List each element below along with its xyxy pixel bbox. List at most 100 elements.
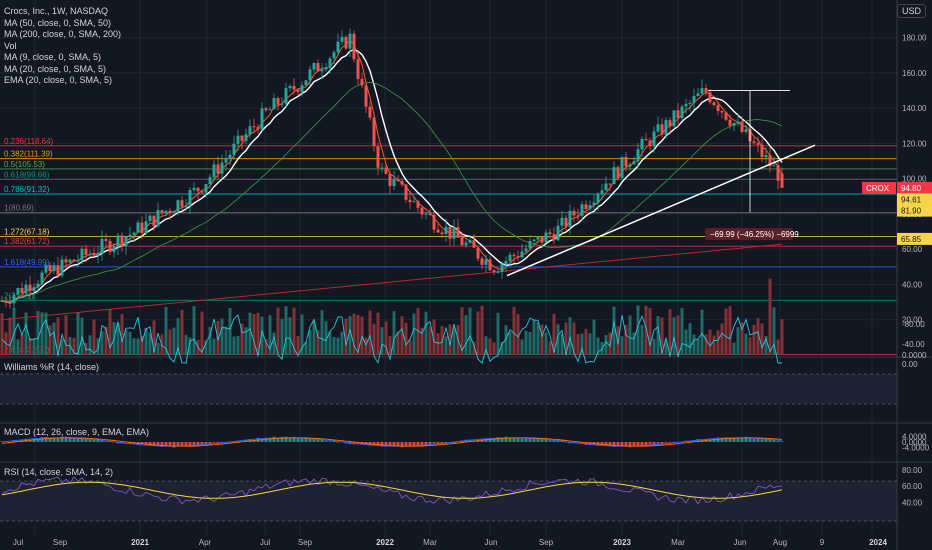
- candle-body-116: [464, 242, 468, 246]
- macd-hist-53: [212, 442, 216, 443]
- candle-body-150: [600, 190, 604, 195]
- volume-bar-186: [744, 333, 748, 355]
- volume-bar-141: [564, 322, 568, 355]
- candle-body-141: [564, 217, 568, 227]
- macd-hist-74: [296, 438, 300, 442]
- volume-bar-154: [616, 326, 620, 355]
- volume-bar-168: [672, 317, 676, 355]
- macd-hist-11: [44, 436, 48, 442]
- williams-pane-title[interactable]: Williams %R (14, close): [4, 362, 100, 372]
- candle-body-4: [16, 288, 20, 295]
- legend-ma9[interactable]: MA (9, close, 0, SMA, 5): [4, 52, 102, 62]
- volume-bar-106: [424, 311, 428, 355]
- macd-tick-1: 0.0000: [902, 438, 927, 447]
- candle-body-181: [724, 112, 728, 120]
- volume-bar-68: [272, 332, 276, 355]
- candle-body-127: [508, 254, 512, 261]
- macd-hist-41: [164, 442, 168, 447]
- candle-body-62: [248, 126, 252, 135]
- volume-bar-60: [240, 323, 244, 355]
- rsi-pane-title[interactable]: RSI (14, close, SMA, 14, 2): [4, 467, 114, 477]
- volume-bar-182: [728, 306, 732, 355]
- volume-bar-61: [244, 327, 248, 355]
- drawing-tools[interactable]: −69.99 (−46.25%) −6999: [506, 90, 816, 277]
- macd-hist-52: [208, 442, 212, 445]
- macd-hist-185: [740, 438, 744, 442]
- macd-pane-title[interactable]: MACD (12, 26, close, 9, EMA, EMA): [4, 427, 150, 437]
- macd-hist-23: [92, 439, 96, 442]
- legend-ema20[interactable]: EMA (20, close, 0, SMA, 5): [4, 75, 113, 85]
- macd-hist-157: [628, 442, 632, 448]
- macd-hist-44: [176, 442, 180, 447]
- volume-bar-121: [484, 336, 488, 355]
- candle-body-161: [644, 138, 648, 141]
- candle-body-120: [480, 258, 484, 265]
- legend-vol[interactable]: Vol: [4, 40, 17, 51]
- trendline: [506, 144, 816, 277]
- time-axis[interactable]: Jul Sep 2021 Apr Jul Sep 2022 Mar Jun Sep 2023 Mar J…: [13, 538, 888, 547]
- macd-hist-123: [492, 438, 496, 442]
- macd-hist-69: [276, 437, 280, 442]
- time-tick-1: Sep: [53, 538, 68, 547]
- volume-bar-6: [24, 312, 28, 355]
- macd-hist-65: [260, 439, 264, 442]
- candle-body-88: [352, 33, 356, 60]
- volume-bar-105: [420, 327, 424, 355]
- volume-bar-116: [464, 315, 468, 355]
- candle-body-66: [264, 108, 268, 111]
- volume-bar-27: [108, 308, 112, 355]
- candle-body-160: [640, 138, 644, 150]
- volume-bar-187: [748, 337, 752, 355]
- macd-hist-104: [416, 442, 420, 447]
- macd-hist-122: [488, 439, 492, 442]
- candle-body-0: [0, 300, 4, 302]
- volume-bar-160: [640, 324, 644, 355]
- price-axis[interactable]: 180.00 160.00 140.00 120.00 100.00 80.00 60.00…: [896, 0, 930, 550]
- volume-bar-34: [136, 338, 140, 355]
- williams-tick-0: 0.00: [902, 360, 918, 369]
- candle-body-6: [24, 284, 28, 293]
- time-tick-8: Jun: [485, 538, 498, 547]
- volume-bar-87: [348, 316, 352, 355]
- symbol-title[interactable]: Crocs, Inc., 1W, NASDAQ: [4, 6, 109, 16]
- volume-bar-94: [376, 312, 380, 355]
- volume-bar-118: [472, 341, 476, 355]
- candle-body-167: [668, 120, 672, 127]
- legend-ma20[interactable]: MA (20, close, 0, SMA, 5): [4, 63, 107, 74]
- macd-signal: [1, 437, 783, 447]
- candle-body-138: [552, 234, 556, 241]
- candle-body-176: [704, 88, 708, 93]
- macd-hist-182: [728, 437, 732, 442]
- volume-bar-120: [480, 305, 484, 355]
- volume-bar-80: [320, 310, 324, 355]
- candle-body-92: [368, 106, 372, 118]
- macd-hist-132: [528, 438, 532, 442]
- measure-box: [705, 228, 793, 241]
- volume-bar-188: [752, 324, 756, 355]
- legend-ma50[interactable]: MA (50, close, 0, SMA, 50): [4, 17, 112, 28]
- volume-bar-25: [100, 331, 104, 355]
- macd-hist-165: [660, 442, 664, 445]
- currency-button[interactable]: USD: [896, 4, 926, 18]
- macd-hist-46: [184, 442, 188, 446]
- legend-ma200[interactable]: MA (200, close, 0, SMA, 200): [4, 29, 122, 39]
- time-tick-11: Mar: [671, 538, 685, 547]
- candle-body-100: [400, 181, 404, 185]
- candle-body-44: [176, 200, 180, 212]
- macd-hist-42: [168, 442, 172, 446]
- candle-body-38: [152, 215, 156, 227]
- macd-hist-66: [264, 437, 268, 442]
- volume-bar-194: [776, 339, 780, 355]
- macd-hist-77: [308, 438, 312, 442]
- candle-body-130: [520, 251, 524, 258]
- candle-body-41: [164, 210, 168, 214]
- candle-body-3: [12, 294, 16, 304]
- candle-body-17: [68, 259, 72, 263]
- time-tick-4: Jul: [260, 538, 270, 547]
- volume-bar-10: [40, 312, 44, 355]
- candle-body-146: [584, 204, 588, 210]
- candle-body-159: [636, 149, 640, 162]
- candle-body-144: [576, 215, 580, 217]
- macd-hist-162: [648, 442, 652, 445]
